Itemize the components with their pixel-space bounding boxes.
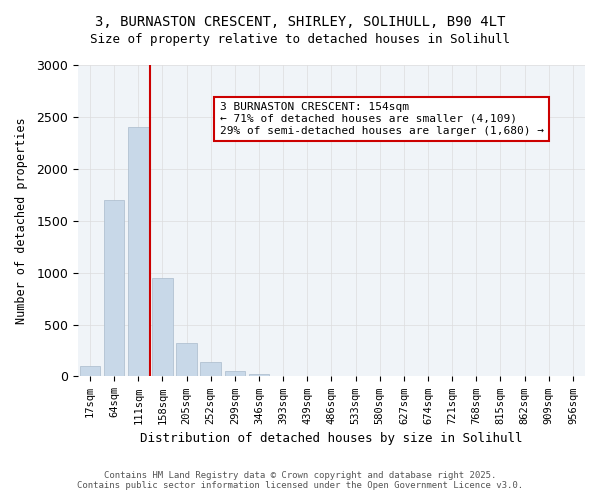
Text: 3, BURNASTON CRESCENT, SHIRLEY, SOLIHULL, B90 4LT: 3, BURNASTON CRESCENT, SHIRLEY, SOLIHULL… bbox=[95, 15, 505, 29]
Text: Contains HM Land Registry data © Crown copyright and database right 2025.
Contai: Contains HM Land Registry data © Crown c… bbox=[77, 470, 523, 490]
Text: Size of property relative to detached houses in Solihull: Size of property relative to detached ho… bbox=[90, 32, 510, 46]
X-axis label: Distribution of detached houses by size in Solihull: Distribution of detached houses by size … bbox=[140, 432, 523, 445]
Bar bbox=[104, 200, 124, 376]
Text: 3 BURNASTON CRESCENT: 154sqm
← 71% of detached houses are smaller (4,109)
29% of: 3 BURNASTON CRESCENT: 154sqm ← 71% of de… bbox=[220, 102, 544, 136]
Bar bbox=[80, 366, 100, 376]
Bar bbox=[176, 343, 197, 376]
Bar bbox=[249, 374, 269, 376]
Bar bbox=[128, 128, 149, 376]
Bar bbox=[224, 372, 245, 376]
Bar bbox=[152, 278, 173, 376]
Bar bbox=[200, 362, 221, 376]
Y-axis label: Number of detached properties: Number of detached properties bbox=[15, 118, 28, 324]
